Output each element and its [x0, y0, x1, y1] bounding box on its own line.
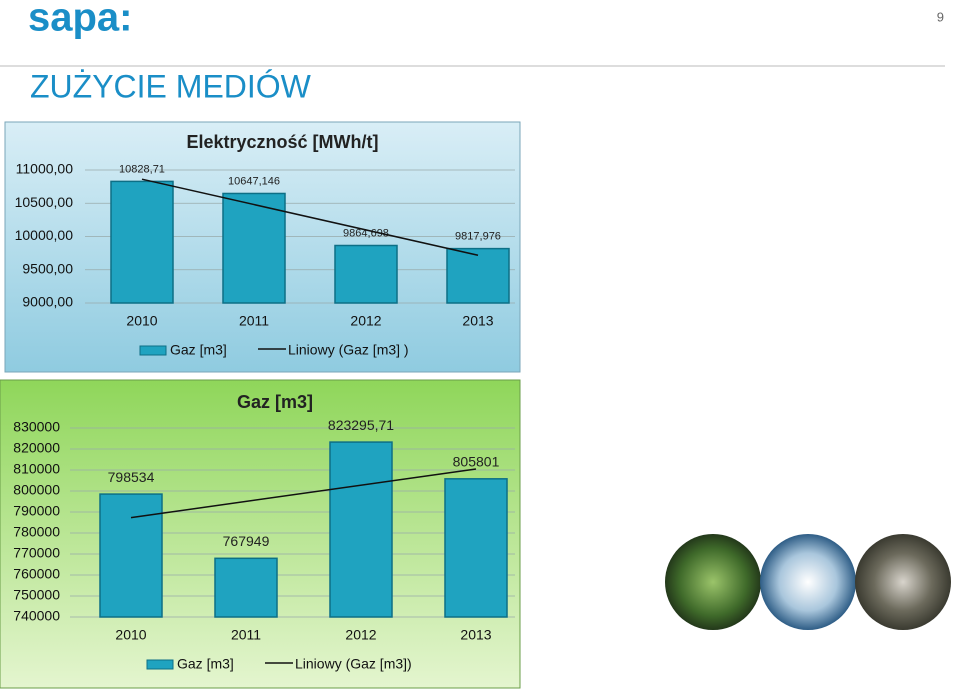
- page-number: 9: [937, 9, 944, 24]
- chart-title: Gaz [m3]: [237, 392, 313, 412]
- bar: [446, 247, 510, 304]
- trendline: [141, 178, 479, 257]
- y-tick-label: 800000: [13, 482, 60, 498]
- data-label: 10647,146: [228, 175, 280, 187]
- y-tick-label: 810000: [13, 461, 60, 477]
- bar: [222, 192, 286, 304]
- data-label: 767949: [223, 533, 270, 549]
- x-tick-label: 2012: [350, 313, 381, 329]
- y-tick-label: 770000: [13, 545, 60, 561]
- bar: [214, 557, 278, 618]
- y-tick-label: 750000: [13, 587, 60, 603]
- y-tick-label: 780000: [13, 524, 60, 540]
- y-tick-label: 830000: [13, 419, 60, 435]
- legend-label: Gaz [m3]: [177, 656, 234, 672]
- bar: [110, 180, 174, 304]
- data-label: 9864,698: [343, 227, 389, 239]
- y-tick-label: 10500,00: [15, 194, 74, 210]
- chart-frame: [0, 379, 521, 689]
- bar: [334, 244, 398, 304]
- legend-swatch: [139, 345, 167, 356]
- y-tick-label: 10000,00: [15, 227, 74, 243]
- bar: [444, 478, 508, 618]
- charts: Elektryczność [MWh/t] 9000,00 9500,00 10000…: [13, 132, 515, 672]
- y-tick-label: 11000,00: [16, 161, 74, 177]
- data-label: 798534: [108, 469, 155, 485]
- photo: [665, 534, 761, 630]
- legend-swatch: [146, 659, 174, 670]
- data-label: 9817,976: [455, 231, 501, 243]
- trendline: [130, 468, 477, 519]
- x-tick-label: 2013: [462, 313, 493, 329]
- photo: [855, 534, 951, 630]
- y-tick-label: 9000,00: [22, 294, 73, 310]
- bar: [99, 493, 163, 618]
- chart-title: Elektryczność [MWh/t]: [186, 132, 378, 152]
- y-tick-label: 760000: [13, 566, 60, 582]
- bar: [329, 441, 393, 618]
- y-tick-label: 740000: [13, 608, 60, 624]
- x-tick-label: 2010: [115, 627, 146, 643]
- data-label: 805801: [453, 454, 500, 470]
- heading: ZUŻYCIE MEDIÓW: [30, 68, 312, 104]
- x-tick-label: 2011: [239, 313, 269, 329]
- legend-label: Gaz [m3]: [170, 342, 227, 358]
- legend-label: Liniowy (Gaz [m3]): [295, 656, 412, 672]
- x-tick-label: 2013: [460, 627, 491, 643]
- x-tick-label: 2011: [231, 627, 261, 643]
- data-label: 10828,71: [119, 163, 165, 175]
- x-tick-label: 2012: [345, 627, 376, 643]
- y-tick-label: 790000: [13, 503, 60, 519]
- legend-label: Liniowy (Gaz [m3] ): [288, 342, 409, 358]
- photo: [760, 534, 856, 630]
- logo: sapa:: [28, 0, 133, 40]
- x-tick-label: 2010: [126, 313, 157, 329]
- y-tick-label: 9500,00: [22, 260, 73, 276]
- y-tick-label: 820000: [13, 440, 60, 456]
- data-label: 823295,71: [328, 417, 394, 433]
